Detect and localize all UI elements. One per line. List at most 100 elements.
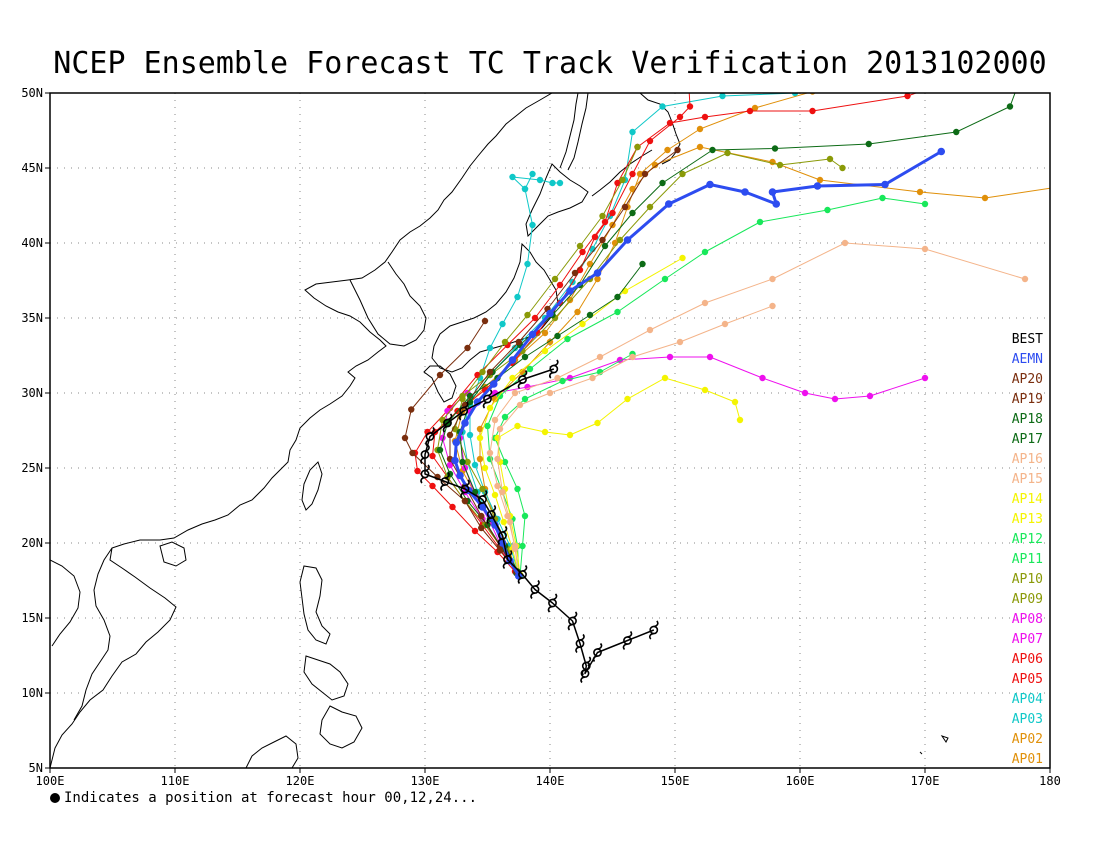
track-ap13: [479, 257, 683, 575]
coastline-sakhalin: [559, 93, 589, 171]
position-dot-ap13: [579, 320, 586, 328]
position-dot-ap10: [524, 311, 531, 319]
position-dot-ap12: [559, 377, 566, 385]
position-dot-ap20: [481, 317, 489, 325]
position-dot-ap17: [554, 332, 561, 340]
position-dot-ap19: [599, 236, 606, 244]
position-dot-ap08: [524, 383, 531, 391]
legend-entry-ap18: AP18: [1012, 412, 1043, 427]
footnote: Indicates a position at forecast hour 00…: [50, 790, 477, 806]
typhoon-symbol-icon: [517, 369, 528, 390]
x-tick-label: 130E: [411, 774, 440, 788]
position-dot-ap01: [574, 308, 581, 316]
typhoon-symbol-icon: [592, 642, 603, 663]
typhoon-symbol-icon: [440, 471, 450, 492]
legend-entry-ap06: AP06: [1012, 652, 1043, 667]
position-dot-aemn: [881, 180, 889, 189]
x-tick-label: 160E: [786, 774, 815, 788]
position-dot-ap01: [696, 125, 704, 133]
position-dot-ap08: [706, 353, 714, 361]
position-dot-ap13: [491, 491, 499, 499]
position-dot-ap16: [921, 245, 929, 253]
typhoon-symbol-icon: [549, 359, 559, 379]
position-dot-ap12: [501, 413, 509, 421]
position-dot-ap01: [476, 425, 484, 433]
position-dot-ap11: [921, 200, 929, 208]
position-dot-ap06: [579, 248, 586, 256]
position-dot-aemn: [768, 188, 777, 196]
position-dot-ap19: [486, 368, 494, 376]
position-dot-ap04: [521, 185, 529, 193]
position-dot-ap08: [921, 374, 929, 382]
y-tick-label: 20N: [21, 536, 43, 550]
y-tick-label: 15N: [21, 611, 43, 625]
x-tick-label: 180: [1039, 774, 1061, 788]
x-tick-label: 150E: [661, 774, 690, 788]
position-dot-ap16: [511, 389, 519, 397]
position-dot-ap11: [756, 218, 764, 226]
position-dot-ap15: [494, 455, 501, 463]
position-dot-ap14: [624, 395, 631, 403]
legend-entry-ap16: AP16: [1012, 452, 1043, 467]
position-dot-ap11: [484, 422, 491, 430]
position-dot-ap16: [646, 326, 654, 334]
typhoon-symbol-icon: [622, 630, 633, 651]
position-dot-ap10: [479, 485, 486, 493]
position-dot-ap16: [494, 482, 501, 490]
position-dot-ap03: [629, 128, 636, 136]
position-dot-aemn: [566, 287, 574, 295]
position-dot-ap04: [471, 461, 479, 469]
footnote-text: Indicates a position at forecast hour 00…: [64, 790, 478, 806]
position-dot-ap03: [511, 344, 519, 352]
position-dot-ap04: [549, 179, 556, 187]
legend-entry-ap09: AP09: [1012, 592, 1043, 607]
position-dot-ap18: [1006, 103, 1014, 110]
chart-title: NCEP Ensemble Forecast TC Track Verifica…: [53, 46, 1047, 81]
position-dot-ap02: [1082, 180, 1088, 186]
position-dot-ap14: [566, 431, 574, 439]
best-track-symbols: [420, 359, 659, 684]
position-dot-ap17: [466, 392, 474, 400]
coastline-indochina: [50, 547, 113, 721]
legend-entry-ap11: AP11: [1012, 552, 1043, 567]
position-dot-ap02: [981, 194, 989, 202]
position-dot-aemn: [593, 269, 602, 277]
position-dot-ap15: [676, 338, 684, 346]
typhoon-symbol-icon: [420, 444, 430, 465]
position-dot-ap06: [531, 314, 539, 322]
y-tick-label: 10N: [21, 686, 43, 700]
position-dot-aemn: [664, 200, 673, 208]
position-dot-ap20: [409, 449, 416, 457]
position-dot-ap09: [839, 164, 846, 172]
x-tick-label: 120E: [286, 774, 315, 788]
position-dot-ap20: [464, 344, 471, 352]
position-dot-ap04: [556, 179, 564, 187]
position-dot-ap15: [516, 401, 524, 409]
position-dot-aemn: [456, 471, 464, 480]
position-dot-ap06: [904, 93, 911, 100]
position-dot-ap06: [934, 82, 940, 88]
position-dot-ap15: [546, 389, 554, 397]
position-dot-ap20: [401, 434, 409, 442]
position-dot-ap10: [551, 275, 559, 283]
coastline-korea: [349, 261, 427, 347]
position-dot-ap11: [661, 275, 669, 283]
position-dot-aemn: [937, 147, 946, 156]
position-dot-ap09: [616, 236, 624, 244]
legend: BEST AEMN AP20 AP19 AP18 AP17 AP16 AP15 AP14 AP13…: [1012, 332, 1043, 767]
position-dot-ap02: [696, 143, 704, 151]
position-dot-ap13: [476, 434, 484, 442]
coastline-taiwan: [301, 461, 323, 511]
position-dot-ap04: [529, 170, 536, 178]
position-dot-ap13: [621, 287, 629, 295]
coastline-luzon: [299, 565, 331, 645]
typhoon-symbol-icon: [530, 579, 540, 600]
position-dot-ap17: [436, 446, 444, 454]
typhoon-symbol-icon: [486, 504, 497, 525]
typhoon-symbol-icon: [420, 464, 430, 484]
position-dot-aemn: [491, 521, 499, 529]
position-dot-ap18: [709, 146, 716, 154]
x-tick-label: 140E: [536, 774, 565, 788]
coastline-visayas: [303, 655, 349, 701]
position-dot-icon: [50, 793, 60, 803]
